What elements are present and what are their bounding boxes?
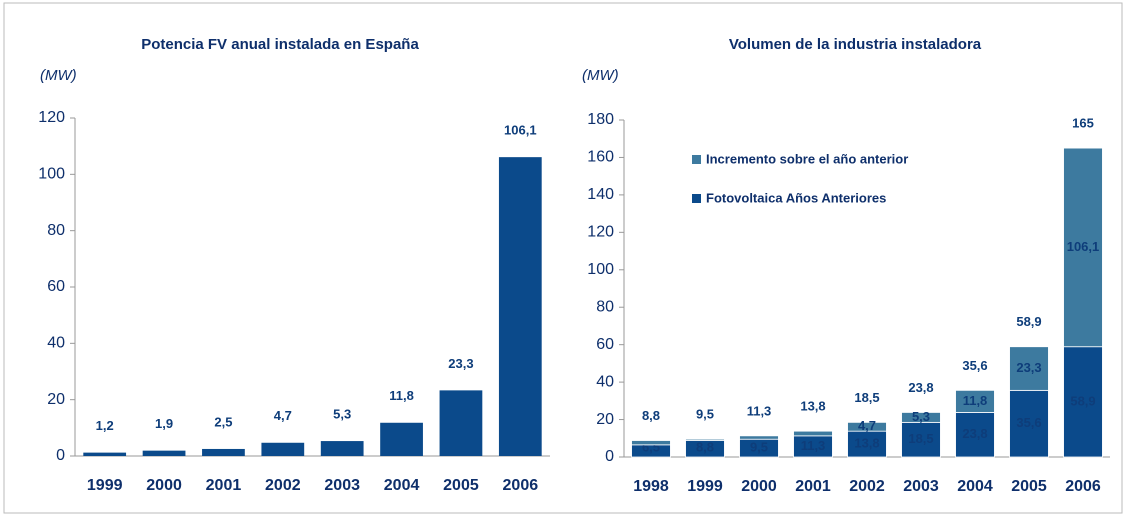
y-axis-label: (MW) [582,67,619,84]
bar [142,450,186,456]
y-tick-label: 80 [596,298,614,315]
x-tick-label: 2003 [324,477,360,494]
y-tick-label: 60 [47,278,65,295]
x-tick-label: 1999 [87,477,123,494]
x-tick-label: 2001 [206,477,242,494]
legend-swatch [692,155,701,164]
value-label: 106,1 [1067,239,1100,254]
y-tick-label: 100 [587,261,614,278]
y-tick-label: 120 [587,224,614,241]
y-tick-label: 120 [38,109,65,126]
x-tick-label: 2003 [903,478,939,495]
y-axis-label: (MW) [40,67,77,84]
bar [320,441,364,456]
value-label: 4,7 [274,408,292,423]
bar-segment [1009,346,1049,391]
x-tick-label: 1998 [633,478,669,495]
value-label: 9,5 [750,439,768,454]
y-tick-label: 180 [587,111,614,128]
bar [261,442,305,456]
y-tick-label: 160 [587,149,614,166]
value-label: 106,1 [504,123,537,138]
x-tick-label: 2000 [741,478,777,495]
x-tick-label: 2000 [146,477,182,494]
bar-segment [847,430,887,458]
value-label: 8,8 [696,439,714,454]
y-tick-label: 0 [56,447,65,464]
value-label: 18,5 [908,431,933,446]
chart-title: Potencia FV anual instalada en España [141,36,419,53]
x-tick-label: 2005 [1011,478,1047,495]
y-tick-label: 40 [47,335,65,352]
bar [439,390,483,456]
total-label: 23,8 [908,380,933,395]
value-label: 1,9 [155,416,173,431]
bar [380,422,423,456]
x-tick-label: 2002 [849,478,885,495]
y-tick-label: 40 [596,373,614,390]
total-label: 9,5 [696,407,714,422]
value-label: 11,8 [963,393,988,408]
bar-segment [901,412,941,423]
value-label: 11,8 [389,388,414,403]
total-label: 11,3 [747,403,772,418]
total-label: 8,8 [642,408,660,423]
x-tick-label: 2001 [795,478,831,495]
legend-label: Incremento sobre el año anterior [706,151,908,166]
value-label: 13,8 [854,436,879,451]
y-tick-label: 20 [47,391,65,408]
bar-segment [1063,346,1103,458]
x-tick-label: 2006 [503,477,539,494]
y-tick-label: 140 [587,186,614,203]
value-label: 23,3 [1016,360,1041,375]
value-label: 11,3 [801,438,826,453]
value-label: 35,6 [1016,415,1041,430]
legend-swatch [692,194,701,203]
y-tick-label: 20 [596,411,614,428]
legend-label: Fotovoltaica Años Anteriores [706,190,886,205]
bar-segment [1009,389,1049,458]
total-label: 18,5 [854,390,879,405]
x-tick-label: 2004 [384,477,420,494]
bar [202,448,245,456]
value-label: 2,5 [214,414,232,429]
y-tick-label: 0 [605,448,614,465]
value-label: 5,3 [333,407,351,422]
bar-segment [793,430,833,437]
bar-segment [685,438,725,441]
value-label: 58,9 [1070,393,1095,408]
x-tick-label: 2002 [265,477,301,494]
bar-segment [1063,147,1103,348]
x-tick-label: 2004 [957,478,993,495]
bar [83,452,127,456]
value-label: 1,2 [96,418,114,433]
value-label: 23,3 [448,356,473,371]
bar-segment [739,435,779,440]
total-label: 58,9 [1016,314,1041,329]
x-tick-label: 1999 [687,478,723,495]
y-tick-label: 60 [596,336,614,353]
bar-segment [847,421,887,432]
x-tick-label: 2006 [1065,478,1101,495]
value-label: 23,8 [962,426,987,441]
frame [3,2,1123,514]
bar-segment [955,389,995,413]
total-label: 165 [1072,116,1094,131]
bar [498,157,542,456]
total-label: 35,6 [962,358,987,373]
y-tick-label: 80 [47,222,65,239]
chart-title: Volumen de la industria instaladora [729,36,982,53]
y-tick-label: 100 [38,166,65,183]
bar-segment [631,440,671,446]
value-label: 5,3 [912,409,930,424]
total-label: 13,8 [800,399,825,414]
value-label: 4,7 [858,418,876,433]
x-tick-label: 2005 [443,477,479,494]
